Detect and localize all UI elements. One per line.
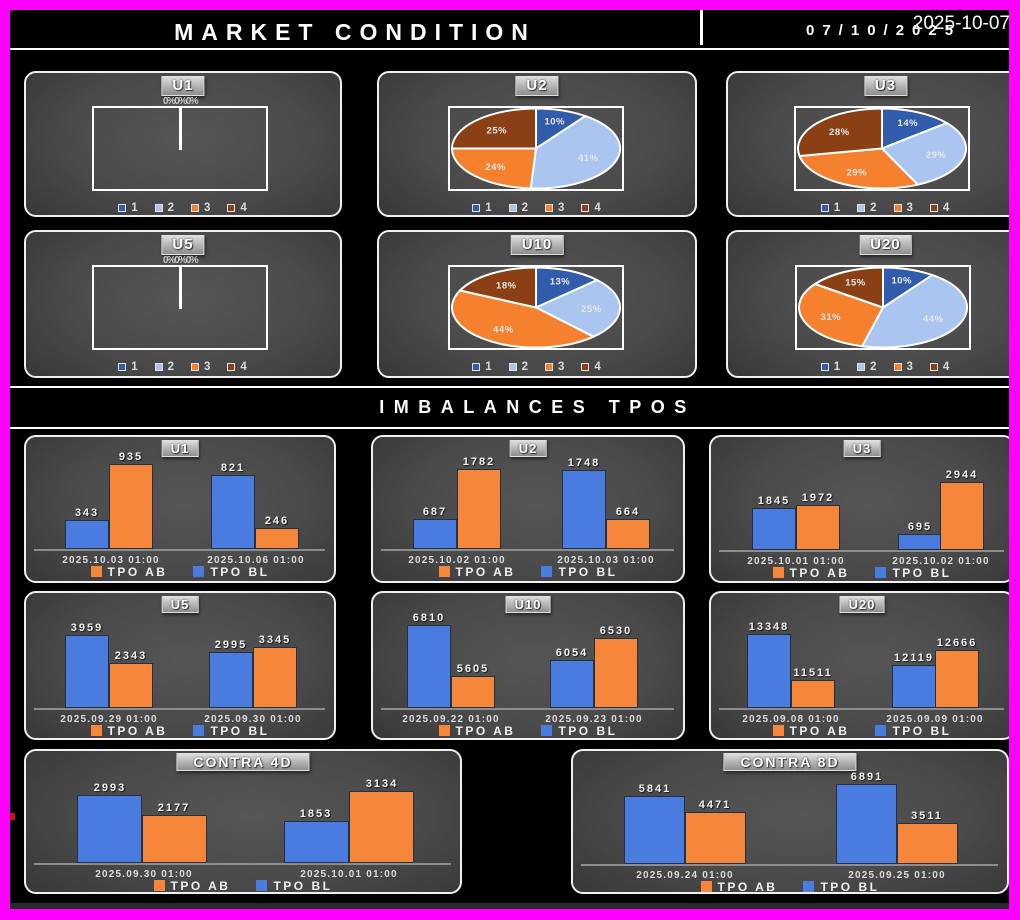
- svg-text:44%: 44%: [923, 314, 944, 325]
- svg-text:18%: 18%: [496, 281, 517, 292]
- svg-text:13%: 13%: [550, 277, 571, 288]
- svg-text:14%: 14%: [898, 118, 919, 129]
- svg-text:25%: 25%: [581, 304, 602, 315]
- svg-text:41%: 41%: [578, 153, 599, 164]
- svg-text:29%: 29%: [847, 168, 868, 179]
- svg-text:15%: 15%: [845, 277, 866, 288]
- svg-text:24%: 24%: [485, 162, 506, 173]
- svg-text:44%: 44%: [493, 324, 514, 335]
- svg-text:10%: 10%: [544, 117, 565, 128]
- svg-text:25%: 25%: [487, 125, 508, 136]
- svg-text:31%: 31%: [821, 312, 842, 323]
- svg-text:28%: 28%: [829, 127, 850, 138]
- svg-text:29%: 29%: [926, 150, 947, 161]
- svg-text:10%: 10%: [891, 276, 912, 287]
